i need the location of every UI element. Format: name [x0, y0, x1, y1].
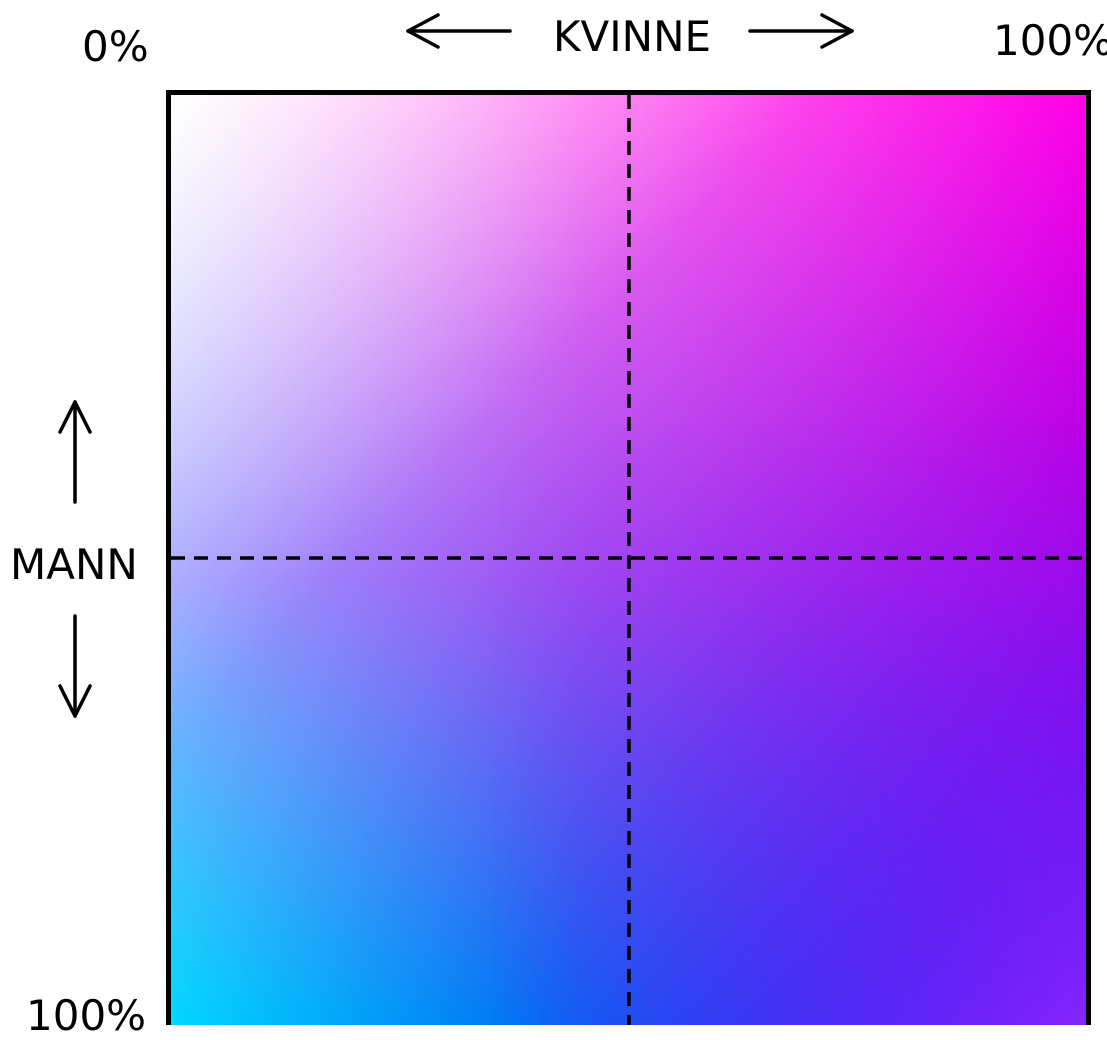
left-arrow-icon [406, 13, 512, 49]
origin-percent-label: 0% [82, 22, 149, 71]
down-arrow-icon [58, 614, 92, 718]
gradient-square [166, 90, 1091, 1025]
up-arrow-icon [58, 400, 92, 504]
kvinne-max-label: 100% [993, 16, 1107, 65]
right-arrow-icon [748, 13, 854, 49]
kvinne-axis-label: KVINNE [553, 12, 712, 61]
mann-axis-label: MANN [10, 540, 138, 589]
divider-lines [171, 95, 1086, 1025]
